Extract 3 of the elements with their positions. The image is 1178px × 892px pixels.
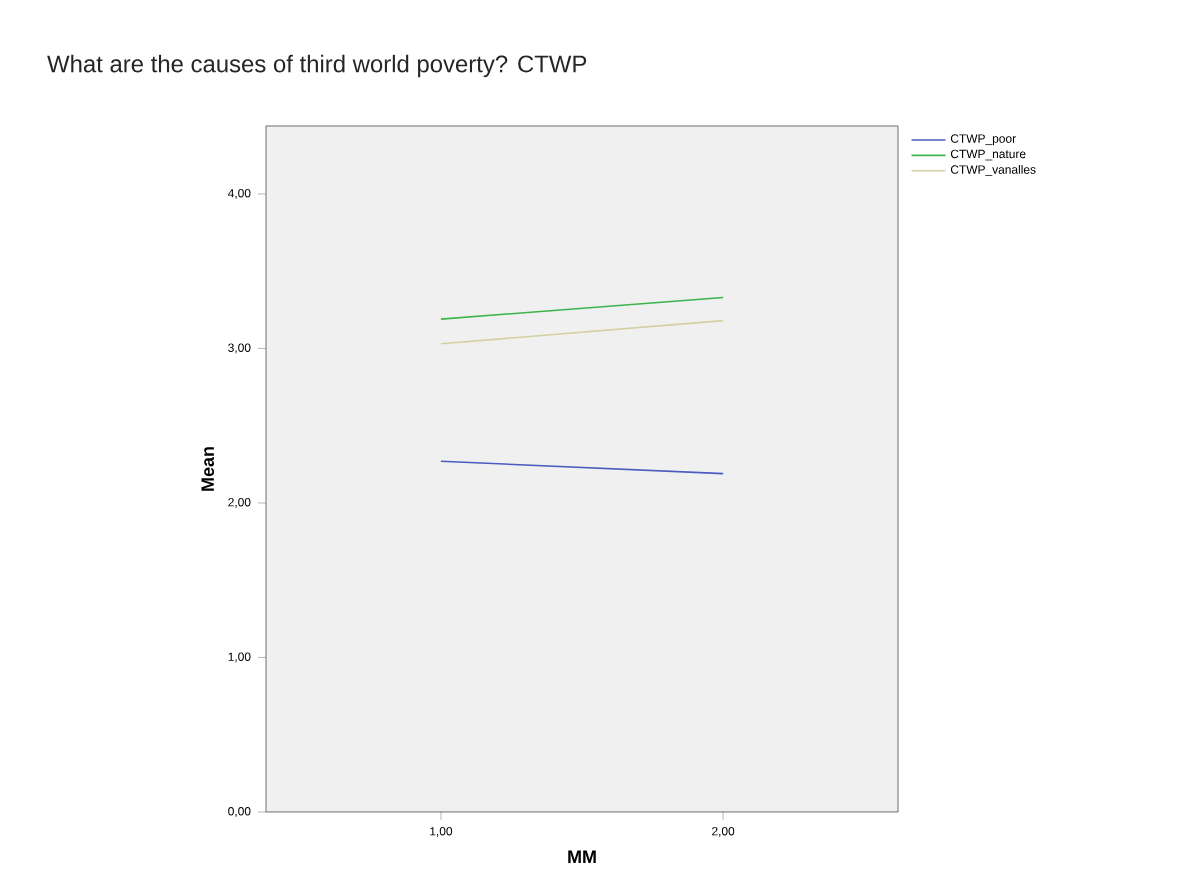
x-axis-title: MM xyxy=(568,850,596,863)
chart-title: What are the causes of third world poverty? CTWP xyxy=(47,54,587,78)
y-axis-title: Mean xyxy=(201,447,215,491)
